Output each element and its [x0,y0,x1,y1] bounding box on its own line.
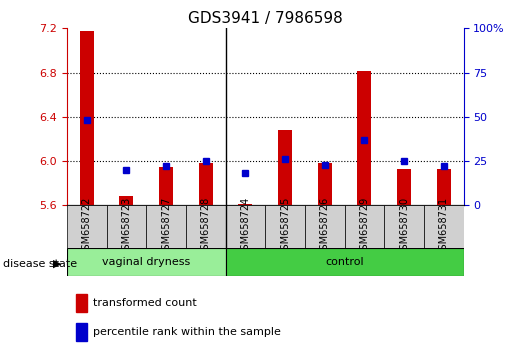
Bar [119,196,133,205]
Bar [384,205,424,248]
Text: control: control [325,257,364,267]
Bar [318,163,332,205]
Bar [424,205,464,248]
Bar [345,205,384,248]
Text: vaginal dryness: vaginal dryness [102,257,191,267]
Bar [199,163,213,205]
Bar [107,205,146,248]
Bar [226,248,464,276]
Text: GSM658730: GSM658730 [399,197,409,256]
Bar [76,295,87,312]
Text: GSM658725: GSM658725 [280,197,290,256]
Text: percentile rank within the sample: percentile rank within the sample [93,327,281,337]
Text: GSM658728: GSM658728 [201,197,211,256]
Text: GSM658722: GSM658722 [82,197,92,256]
Bar [397,169,411,205]
Title: GDS3941 / 7986598: GDS3941 / 7986598 [188,11,342,26]
Text: GSM658724: GSM658724 [241,197,250,256]
Text: transformed count: transformed count [93,298,197,308]
Text: ▶: ▶ [54,259,62,269]
Text: disease state: disease state [3,259,77,269]
Bar [76,323,87,341]
Bar [357,72,371,205]
Bar [186,205,226,248]
Text: GSM658727: GSM658727 [161,197,171,256]
Bar [278,130,292,205]
Bar [67,205,107,248]
Bar [265,205,305,248]
Bar [80,30,94,205]
Bar [437,169,451,205]
Bar [159,167,173,205]
Bar [146,205,186,248]
Bar [238,204,252,205]
Text: GSM658723: GSM658723 [122,197,131,256]
Text: GSM658729: GSM658729 [359,197,369,256]
Bar [67,248,226,276]
Bar [305,205,345,248]
Text: GSM658726: GSM658726 [320,197,330,256]
Bar [226,205,265,248]
Text: GSM658731: GSM658731 [439,197,449,256]
